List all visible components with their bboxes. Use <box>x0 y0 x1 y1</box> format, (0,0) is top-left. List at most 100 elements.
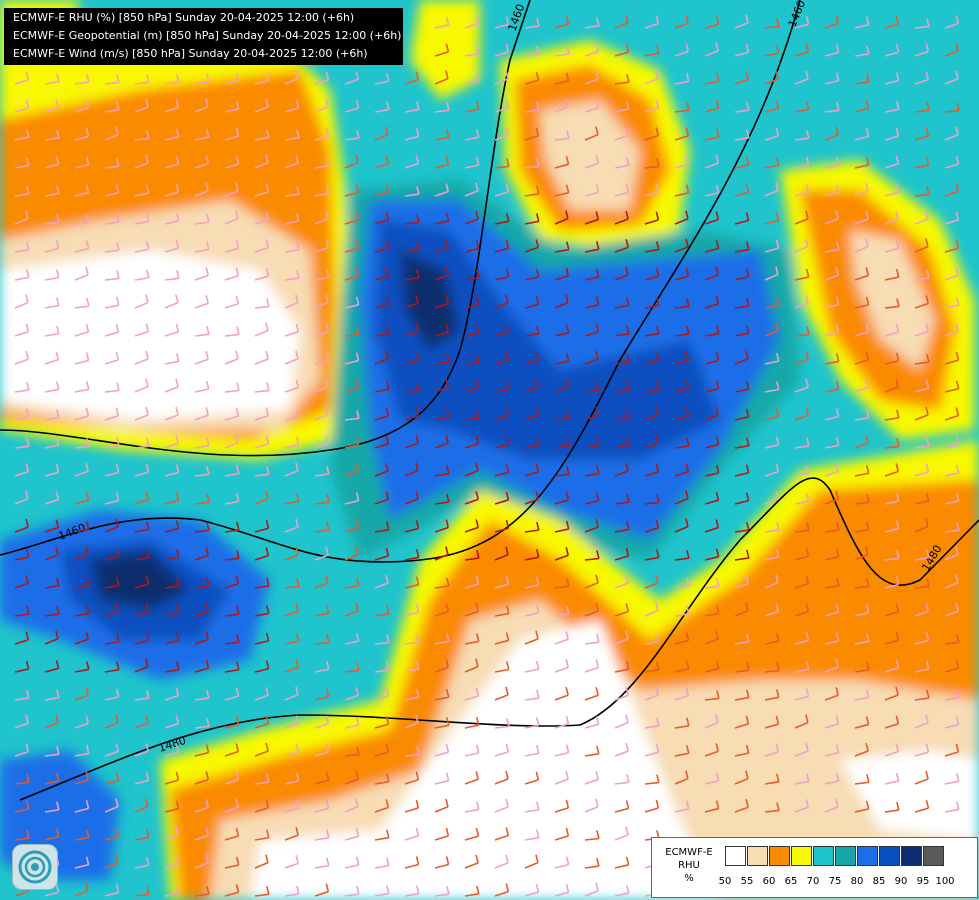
wind-barb <box>914 102 930 113</box>
wind-barb <box>854 465 870 477</box>
wind-barb <box>194 326 210 337</box>
wind-barb <box>704 100 720 113</box>
wind-barb <box>374 381 390 393</box>
wind-barb <box>404 155 420 169</box>
wind-barb <box>794 522 810 533</box>
wind-barb <box>884 127 900 141</box>
wind-barb <box>944 660 960 673</box>
wind-barb <box>314 294 329 309</box>
wind-barb <box>284 154 299 169</box>
legend-swatch <box>769 846 790 866</box>
wind-barb <box>734 464 750 477</box>
wind-barb <box>614 381 630 393</box>
wind-barb <box>554 631 569 645</box>
wind-barb <box>254 490 269 505</box>
wind-barb <box>614 325 630 337</box>
wind-barb <box>284 546 299 561</box>
wind-barb <box>734 662 750 673</box>
wind-barb <box>704 240 720 253</box>
wind-barb <box>164 577 180 589</box>
wind-barb <box>194 380 210 393</box>
wind-barb <box>74 184 90 197</box>
wind-barb <box>344 602 359 617</box>
wind-barb <box>164 464 180 477</box>
wind-barb <box>704 184 720 197</box>
wind-barb <box>734 381 750 393</box>
wind-barb <box>374 325 390 337</box>
wind-barb <box>134 154 149 169</box>
wind-barb <box>584 99 600 113</box>
wind-barb <box>74 323 90 337</box>
wind-barb <box>74 882 89 897</box>
wind-barb <box>944 70 959 85</box>
wind-barb <box>674 298 690 309</box>
wind-barb <box>314 800 330 813</box>
wind-barb <box>224 827 240 841</box>
wind-barb <box>554 267 570 281</box>
wind-barb <box>524 239 540 253</box>
wind-barb <box>854 73 870 85</box>
wind-barb <box>644 70 659 85</box>
legend-title-line: ECMWF-E <box>665 847 713 858</box>
wind-barb <box>224 661 240 673</box>
header-line-geopotential: ECMWF-E Geopotential (m) [850 hPa] Sunda… <box>13 29 402 42</box>
wind-barb <box>374 773 390 785</box>
wind-barb <box>524 46 540 57</box>
wind-barb <box>44 436 60 449</box>
wind-barb <box>884 576 900 589</box>
wind-barb <box>944 102 960 113</box>
rhu-area-90 <box>90 550 190 610</box>
wind-barb <box>794 156 810 169</box>
wind-barb <box>464 717 480 729</box>
wind-barb <box>374 267 390 281</box>
wind-barb <box>764 743 780 757</box>
wind-barb <box>224 716 240 729</box>
wind-barb <box>134 886 150 897</box>
wind-barb <box>824 353 840 365</box>
wind-barb <box>614 884 630 897</box>
wind-barb <box>584 211 600 225</box>
wind-barb <box>704 295 720 309</box>
wind-barb <box>374 743 390 757</box>
wind-barb <box>434 43 450 57</box>
wind-barb <box>434 128 450 141</box>
wind-barb <box>704 211 720 225</box>
wind-barb <box>854 742 869 757</box>
legend-swatch <box>813 846 834 866</box>
legend-title-line: % <box>684 873 694 884</box>
wind-barb <box>104 213 120 225</box>
wind-barb <box>494 381 510 393</box>
wind-barb <box>374 605 390 617</box>
wind-barb <box>674 518 689 533</box>
wind-barb <box>794 714 809 729</box>
wind-barb <box>134 269 150 281</box>
wind-barb <box>944 351 960 365</box>
wind-barb <box>74 240 90 253</box>
wind-barb <box>224 434 239 449</box>
wind-barb <box>644 574 659 589</box>
map-header: ECMWF-E RHU (%) [850 hPa] Sunday 20-04-2… <box>4 8 403 65</box>
wind-barb <box>914 354 930 365</box>
wind-barb <box>854 267 870 281</box>
wind-barb <box>44 801 60 813</box>
wind-barb <box>284 379 300 393</box>
wind-barb <box>434 519 450 533</box>
wind-barb <box>344 463 359 477</box>
wind-barb <box>794 465 810 477</box>
wind-barb <box>134 603 150 617</box>
wind-barb <box>104 382 120 393</box>
wind-barb <box>434 70 449 85</box>
rhu-area-50 <box>250 620 720 900</box>
legend-swatch <box>879 846 900 866</box>
wind-barb <box>914 660 930 673</box>
wind-barb <box>734 156 750 169</box>
wind-barb <box>854 633 870 645</box>
wind-barb <box>464 210 479 225</box>
wind-barb <box>344 410 360 421</box>
wind-barb <box>674 102 690 113</box>
wind-barb <box>614 494 630 505</box>
wind-barb <box>824 72 840 85</box>
wind-barb <box>434 295 450 309</box>
wind-barb <box>284 800 300 813</box>
wind-barb <box>44 409 60 421</box>
